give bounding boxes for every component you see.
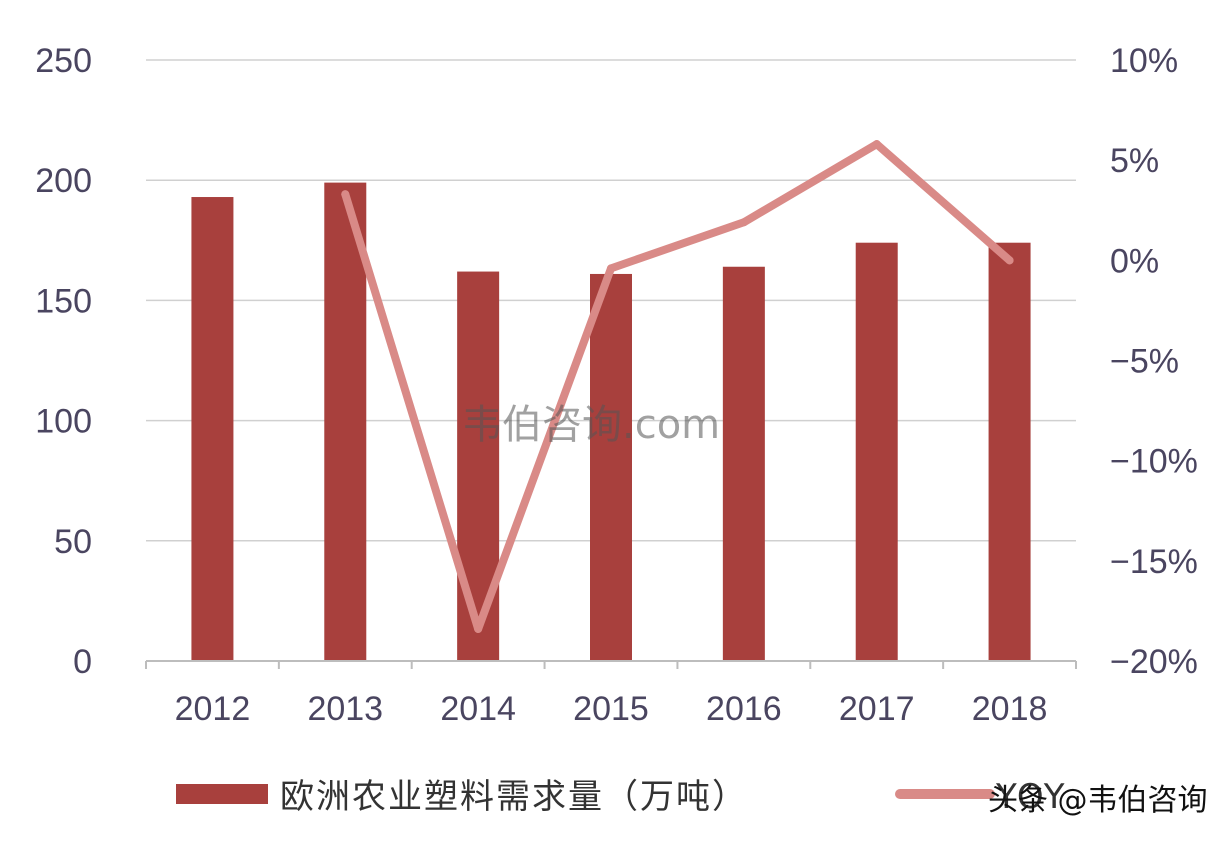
yoy-point-2014 (474, 624, 483, 633)
right-tick-label: 10% (1110, 42, 1178, 80)
legend-line-label: YOY (995, 777, 1067, 817)
bar-2012 (191, 197, 234, 661)
legend: 欧洲农业塑料需求量（万吨） YOY (176, 777, 1067, 817)
right-tick-label: −5% (1110, 343, 1179, 381)
axes (145, 660, 1077, 669)
yoy-point-2016 (739, 218, 748, 227)
right-tick-label: 5% (1110, 142, 1159, 180)
left-tick-label: 200 (35, 162, 92, 200)
yoy-point-2015 (607, 264, 615, 273)
yoy-point-2018 (1005, 256, 1014, 265)
left-tick-label: 150 (35, 282, 92, 320)
left-tick-label: 50 (54, 523, 92, 561)
x-axis-ticks: 2012 2013 2014 2015 2016 2017 2018 (175, 690, 1048, 728)
x-tick-label: 2016 (706, 690, 782, 728)
yoy-line-series (341, 140, 1014, 633)
yoy-line (341, 140, 1014, 633)
x-tick-label: 2015 (573, 690, 649, 728)
watermark: 韦伯咨询.com (462, 402, 720, 448)
right-tick-label: −15% (1110, 543, 1198, 581)
left-tick-label: 250 (35, 42, 92, 80)
right-axis-ticks: −20% −15% −10% −5% 0% 5% 10% (1110, 42, 1198, 681)
corner-mark: 头条 @韦伯咨询 (988, 783, 1208, 818)
left-tick-label: 0 (73, 643, 92, 681)
legend-bar-swatch (176, 784, 268, 804)
bar-2017 (855, 242, 898, 662)
x-tick-label: 2018 (972, 690, 1048, 728)
x-tick-label: 2014 (440, 690, 516, 728)
right-tick-label: −10% (1110, 443, 1198, 481)
x-tick-label: 2017 (839, 690, 915, 728)
right-tick-label: −20% (1110, 643, 1198, 681)
bar-2015 (590, 273, 632, 661)
bar-2014 (457, 271, 500, 661)
right-tick-label: 0% (1110, 242, 1159, 280)
x-tick-label: 2013 (307, 690, 383, 728)
legend-bar-label: 欧洲农业塑料需求量（万吨） (280, 777, 748, 817)
bar-2016 (722, 266, 765, 661)
left-axis-ticks: 0 50 100 150 200 250 (35, 42, 92, 681)
yoy-point-2017 (872, 140, 881, 149)
bar-2018 (988, 242, 1031, 662)
bar-2013 (324, 182, 367, 661)
yoy-point-2013 (341, 190, 350, 199)
x-tick-label: 2012 (175, 690, 251, 728)
left-tick-label: 100 (35, 403, 92, 441)
